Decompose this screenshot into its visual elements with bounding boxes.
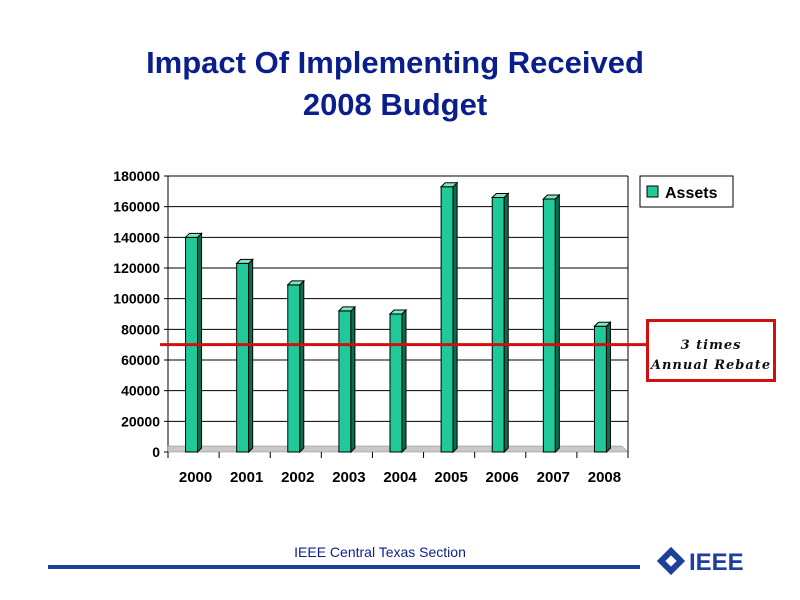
y-tick-label: 120000	[113, 260, 160, 276]
bar-side-2005	[452, 181, 458, 454]
bar-side-2000	[197, 232, 203, 454]
bar-side-2007	[554, 193, 560, 454]
footer-divider	[48, 565, 640, 569]
x-tick-label: 2007	[537, 469, 570, 486]
bar-2007	[542, 198, 556, 453]
bar-top-2008	[593, 321, 612, 327]
bar-top-2004	[388, 309, 408, 315]
y-tick-label: 20000	[121, 413, 160, 429]
bar-side-2004	[401, 308, 407, 454]
rebate-callout-box: 3 times Annual Rebate	[646, 319, 776, 382]
bar-2005	[440, 186, 454, 453]
bar-side-2003	[350, 305, 356, 454]
bar-top-2002	[286, 280, 305, 286]
slide-title-line-2: 2008 Budget	[302, 87, 488, 122]
bar-2002	[287, 284, 301, 453]
bar-top-2003	[337, 306, 357, 312]
ieee-diamond-icon	[656, 546, 686, 576]
y-tick-label: 60000	[121, 352, 160, 368]
y-tick-label: 0	[152, 444, 160, 460]
bar-2006	[491, 196, 505, 453]
x-tick-label: 2004	[383, 469, 417, 486]
x-tick-label: 2008	[588, 469, 621, 486]
x-tick-label: 2003	[332, 469, 365, 486]
bar-top-2005	[439, 182, 459, 188]
slide-title-line-1: Impact Of Implementing Received	[146, 45, 644, 80]
bar-top-2001	[235, 258, 254, 264]
slide-title: Impact Of Implementing Received 2008 Bud…	[40, 42, 750, 126]
x-tick-label: 2001	[230, 469, 263, 486]
bar-top-2007	[542, 194, 561, 200]
callout-line-1: 3 times	[680, 338, 742, 353]
y-tick-label: 180000	[113, 168, 160, 184]
legend-swatch	[646, 185, 659, 198]
legend-label: Assets	[665, 185, 718, 202]
y-tick-label: 100000	[113, 291, 160, 307]
bar-2004	[389, 313, 403, 453]
x-tick-label: 2005	[434, 469, 467, 486]
y-tick-label: 160000	[113, 199, 160, 215]
bar-2003	[338, 310, 352, 453]
bar-side-2008	[605, 321, 611, 454]
x-tick-label: 2006	[486, 469, 519, 486]
ieee-logo-text: IEEE	[689, 549, 744, 576]
x-tick-label: 2000	[179, 469, 212, 486]
bar-2001	[236, 262, 250, 453]
bar-side-2001	[248, 258, 254, 454]
y-tick-label: 80000	[121, 321, 160, 337]
bar-side-2002	[299, 279, 305, 454]
ieee-logo: IEEE	[656, 546, 757, 580]
bar-top-2006	[491, 192, 510, 198]
y-tick-label: 40000	[121, 383, 160, 399]
bar-top-2000	[184, 232, 203, 238]
x-tick-label: 2002	[281, 469, 314, 486]
footer-section-name: IEEE Central Texas Section	[294, 544, 466, 560]
callout-line-2: Annual Rebate	[650, 358, 772, 373]
y-tick-label: 140000	[113, 229, 160, 245]
bar-side-2006	[503, 192, 509, 454]
